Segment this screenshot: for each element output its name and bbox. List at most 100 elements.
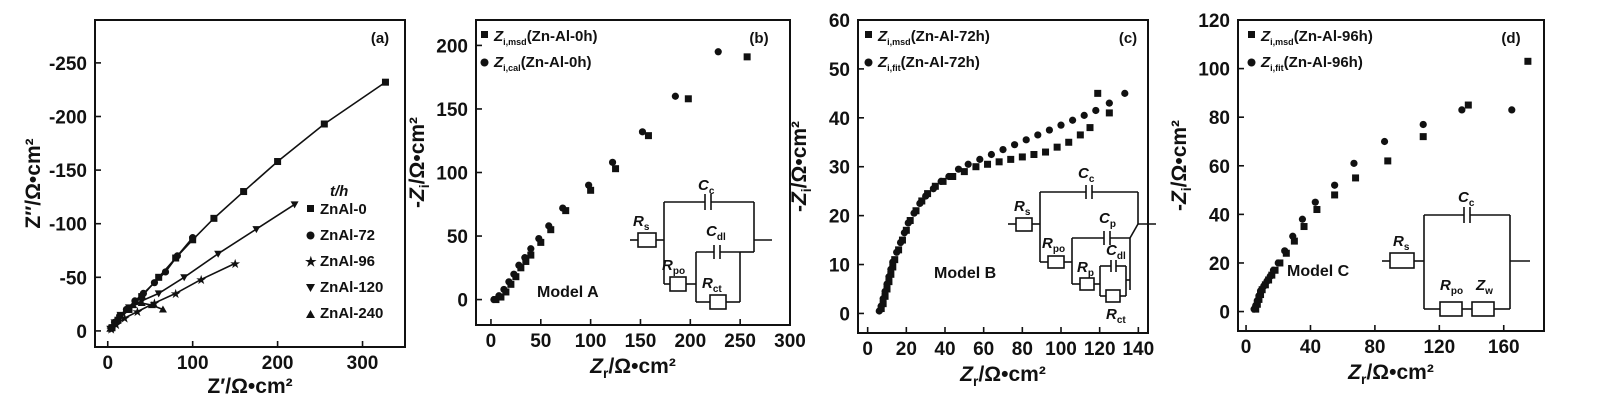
data-point (972, 163, 980, 171)
legend-a-marker-star: ★ (305, 254, 317, 269)
legend-b-item-1-main: Z (493, 54, 504, 71)
circuit-b-rct-label: Rct (1106, 306, 1126, 326)
circuit-b-rp (1079, 277, 1095, 291)
data-point (612, 165, 620, 173)
plot-frame (94, 19, 406, 348)
data-point (515, 261, 523, 269)
circuit-a-rpo-main: R (662, 257, 673, 274)
legend-a-item-1: ZnAl-72 (306, 227, 375, 244)
data-point (138, 293, 146, 301)
circuit-b-rct (1105, 289, 1121, 303)
circuit-a-rs-sub: s (644, 222, 650, 233)
y-tick-label: -50 (60, 268, 87, 289)
legend-d-item-0-main: Z (1260, 28, 1271, 45)
data-point (1069, 116, 1077, 124)
circuit-b-rs-label: Rs (1014, 198, 1031, 218)
plot-frame (1237, 19, 1545, 332)
data-point (995, 158, 1003, 166)
circuit-b-cc-label: Cc (1078, 165, 1095, 185)
legend-b-item-1: Zi,cal(Zn-Al-0h) (493, 54, 592, 73)
data-point (1331, 191, 1339, 199)
data-point (1331, 181, 1339, 189)
data-point: ★ (171, 288, 181, 300)
legend-a-item-0: ZnAl-0 (307, 201, 367, 218)
y-tick-label: 150 (436, 100, 468, 121)
x-tick-label: 300 (774, 331, 806, 352)
data-point (1352, 174, 1360, 182)
legend-a-marker-triangle-down (306, 284, 315, 292)
panel-label: (d) (1501, 30, 1520, 47)
legend-b-item-0-rest: (Zn-Al-0h) (527, 28, 598, 45)
circuit-c-cc-sub: c (1469, 198, 1475, 209)
x-tick-label: 300 (347, 353, 379, 374)
data-point (214, 250, 223, 258)
legend-b-item-0-main: Z (493, 28, 504, 45)
x-tick-label: 140 (1122, 339, 1154, 360)
data-point: ★ (111, 319, 121, 331)
circuit-b-mid-join (1129, 223, 1139, 239)
data-point (139, 289, 148, 297)
legend-b: Zi,msd(Zn-Al-0h) Zi,cal(Zn-Al-0h) (480, 28, 598, 73)
legend-a-label-2: ZnAl-96 (320, 253, 375, 270)
data-point (1042, 148, 1050, 156)
data-point (714, 48, 722, 56)
y-tick-label: -150 (49, 161, 87, 182)
data-point (122, 305, 131, 313)
y-tick-label: 60 (1209, 157, 1230, 178)
x-axis-label: Zr/Ω•cm² (589, 355, 676, 381)
legend-d-marker-square (1248, 31, 1255, 38)
data-point (916, 199, 924, 207)
data-point (949, 173, 957, 180)
data-point (964, 160, 972, 168)
data-point (954, 165, 963, 173)
legend-c-item-0: Zi,msd(Zn-Al-72h) (877, 28, 990, 47)
circuit-model-c: Rs Cc Rpo Zw (1382, 189, 1530, 317)
circuit-a-cdl-sub: dl (717, 232, 726, 243)
series-0 (492, 53, 751, 304)
circuit-b-rs-main: R (1014, 198, 1025, 215)
panel-label: (b) (749, 30, 768, 47)
data-point (893, 248, 901, 256)
legend-c-item-0-rest: (Zn-Al-72h) (911, 28, 990, 45)
data-point (608, 158, 617, 166)
y-tick-label: 120 (1198, 11, 1230, 32)
data-point (137, 299, 146, 307)
legend-b-item-0: Zi,msd(Zn-Al-0h) (493, 28, 598, 47)
data-point (1053, 143, 1061, 151)
x-tick-label: 0 (486, 331, 497, 352)
legend-a-label-4: ZnAl-240 (320, 305, 383, 322)
series-1 (490, 48, 722, 304)
circuit-a-cc-main: C (698, 177, 710, 194)
data-point (885, 273, 893, 281)
legend-b-marker-square (481, 31, 488, 38)
data-point (180, 274, 189, 282)
legend-a-item-4: ZnAl-240 (306, 305, 383, 322)
y-tick-label: 0 (76, 322, 87, 343)
legend-a-item-3: ZnAl-120 (306, 279, 383, 296)
legend-a-marker-square (307, 205, 314, 212)
circuit-c-rs (1389, 252, 1415, 269)
circuit-c-rpo-label: Rpo (1440, 277, 1463, 297)
circuit-c-zw (1471, 301, 1495, 317)
data-point (887, 265, 895, 274)
y-tick-label: 60 (829, 11, 850, 32)
data-point (900, 229, 909, 237)
model-b-label: Model B (934, 265, 996, 282)
data-point (522, 257, 530, 265)
data-point (210, 214, 218, 222)
data-point (1018, 153, 1026, 161)
circuit-b-rs (1015, 217, 1033, 232)
legend-c-marker-square (865, 31, 872, 38)
legend-c: Zi,msd(Zn-Al-72h) Zi,fit(Zn-Al-72h) (864, 28, 990, 73)
x-tick-label: 120 (1084, 339, 1116, 360)
data-point (1524, 57, 1532, 65)
data-point (1281, 247, 1289, 255)
data-point (881, 287, 889, 296)
data-point (173, 252, 181, 260)
series-1 (1250, 106, 1516, 313)
data-point: ★ (150, 298, 160, 310)
legend-c-item-1-sub: i,fit (887, 63, 901, 73)
data-point (1065, 138, 1073, 146)
y-tick-label: 30 (829, 158, 850, 179)
circuit-c-rs-label: Rs (1393, 233, 1410, 253)
